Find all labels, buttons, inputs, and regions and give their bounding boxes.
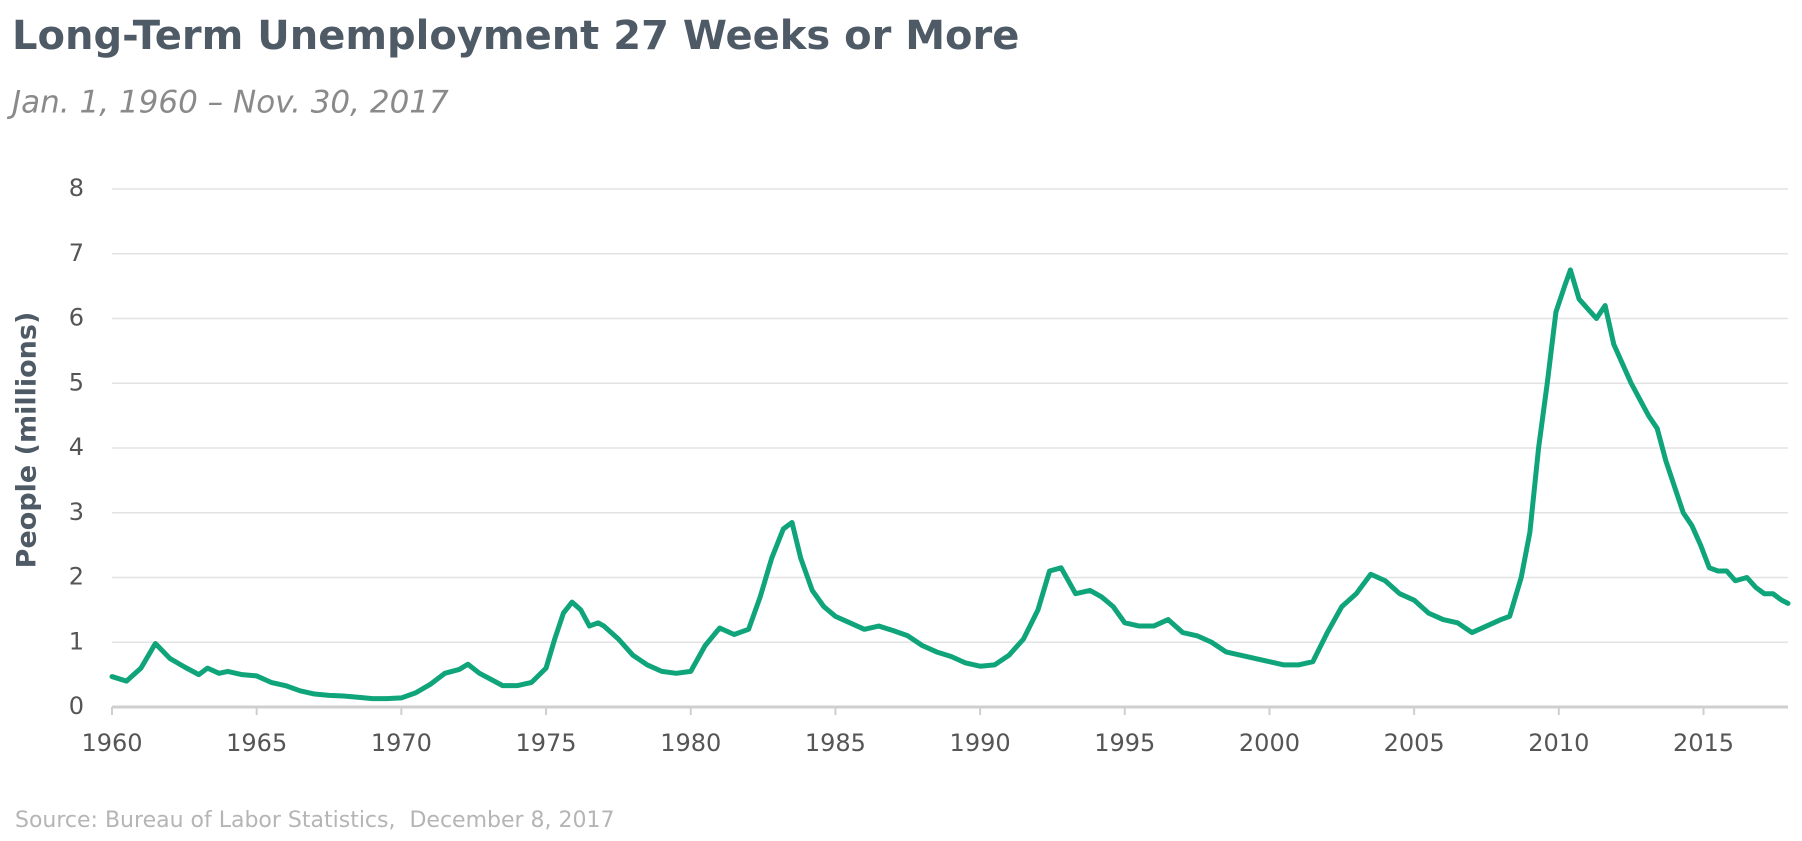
x-tick-label: 2000 (1239, 729, 1300, 757)
x-tick-label: 1985 (805, 729, 866, 757)
y-tick-label: 6 (69, 304, 84, 332)
chart-title: Long-Term Unemployment 27 Weeks or More (12, 13, 1019, 59)
x-tick-label: 2010 (1528, 729, 1589, 757)
y-tick-label: 1 (69, 627, 84, 655)
y-axis-label: People (millions) (12, 312, 43, 569)
x-tick-label: 1960 (81, 729, 142, 757)
y-tick-label: 0 (69, 692, 84, 720)
x-tick-label: 1970 (371, 729, 432, 757)
x-tick-label: 2015 (1673, 729, 1734, 757)
y-tick-label: 7 (69, 239, 84, 267)
x-tick-label: 1990 (950, 729, 1011, 757)
x-tick-label: 1980 (660, 729, 721, 757)
y-tick-label: 2 (69, 563, 84, 591)
x-tick-label: 2005 (1384, 729, 1445, 757)
x-tick-label: 1975 (516, 729, 577, 757)
y-tick-label: 3 (69, 498, 84, 526)
y-tick-label: 8 (69, 174, 84, 202)
y-tick-label: 4 (69, 433, 84, 461)
chart-subtitle: Jan. 1, 1960 – Nov. 30, 2017 (6, 85, 449, 121)
data-line (109, 267, 1791, 702)
x-tick-label: 1995 (1094, 729, 1155, 757)
y-tick-label: 5 (69, 368, 84, 396)
source-note: Source: Bureau of Labor Statistics, Dece… (15, 808, 615, 833)
x-tick-label: 1965 (226, 729, 287, 757)
